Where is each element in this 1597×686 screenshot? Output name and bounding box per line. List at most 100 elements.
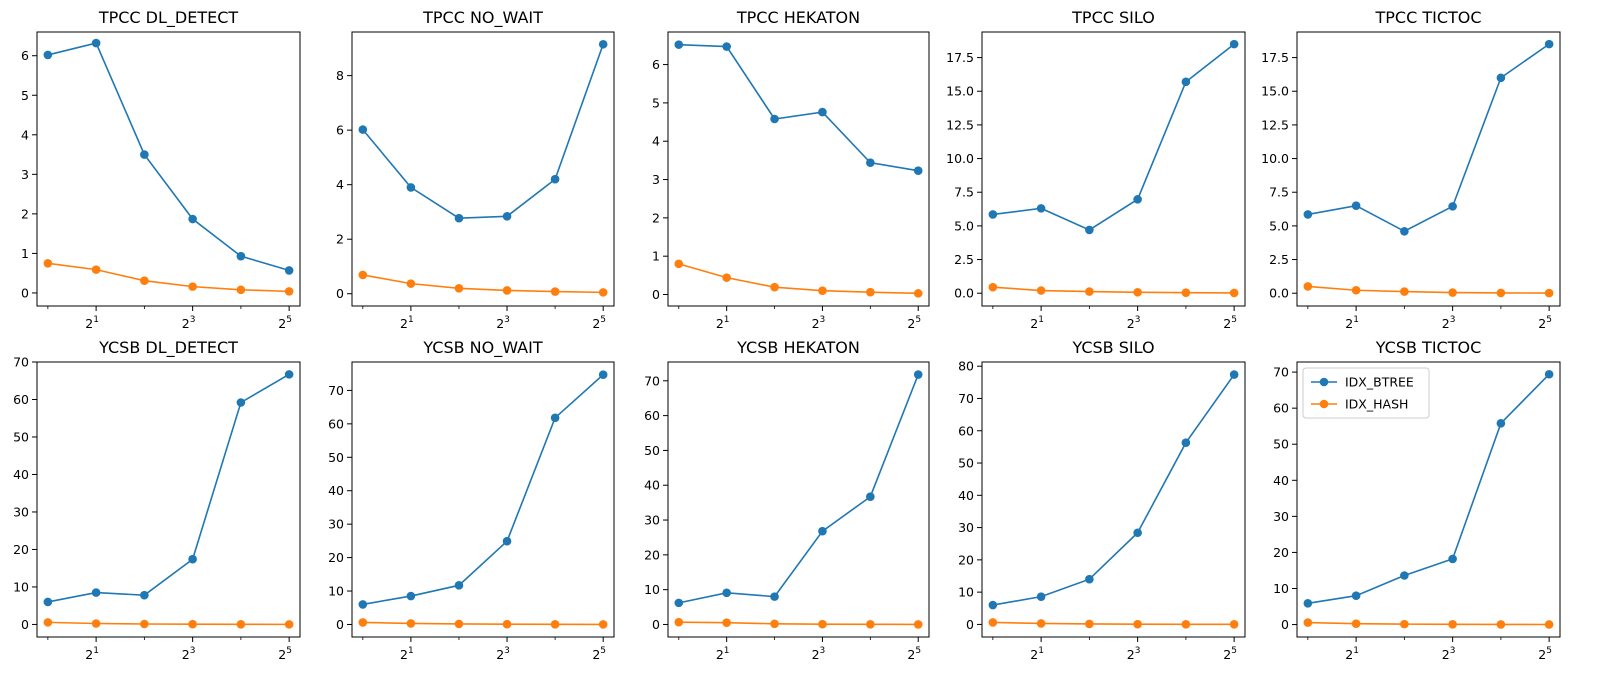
- series-idx-btree-point: [454, 213, 464, 223]
- series-idx-hash-point: [188, 282, 197, 291]
- legend-idx-hash-marker: [1319, 399, 1329, 409]
- series-idx-hash-point: [502, 619, 512, 629]
- axes-frame: [981, 361, 1246, 638]
- series-idx-btree-point: [1085, 574, 1094, 584]
- series-idx-hash-point: [818, 619, 827, 629]
- series-idx-btree-point: [1303, 598, 1313, 608]
- series-idx-hash-point: [454, 283, 464, 293]
- series-idx-hash-point: [91, 619, 101, 628]
- series-idx-hash-point: [1303, 282, 1313, 291]
- series-idx-hash-point: [674, 617, 684, 627]
- y-tick-label: 6: [652, 57, 660, 72]
- y-tick-label: 40: [328, 483, 344, 498]
- series-idx-hash-point: [1496, 288, 1506, 298]
- legend-idx-btree-label: IDX_BTREE: [1345, 375, 1414, 390]
- series-idx-hash-point: [1400, 287, 1409, 296]
- y-tick-label: 50: [644, 443, 660, 458]
- series-idx-hash-point: [913, 620, 923, 629]
- series-idx-btree-point: [188, 214, 197, 224]
- series-idx-btree-point: [818, 107, 827, 117]
- series-idx-btree-point: [1229, 39, 1239, 49]
- y-tick-label: 10: [328, 584, 344, 599]
- subplot-ycsb-hekaton: YCSB HEKATON 0 10 20 30 40 50 60 70 21 23 25: [644, 338, 930, 662]
- y-tick-label: 30: [644, 513, 660, 528]
- series-idx-btree-line: [678, 43, 919, 172]
- y-tick-label: 2: [336, 232, 344, 247]
- series-idx-hash-point: [284, 287, 294, 296]
- series-idx-hash-point: [770, 619, 779, 629]
- x-tick-label: 23: [1127, 646, 1141, 662]
- x-tick-label: 21: [1030, 646, 1044, 662]
- x-tick-label: 23: [496, 646, 510, 662]
- y-tick-label: 1: [21, 246, 29, 261]
- x-tick-label: 25: [907, 646, 921, 662]
- x-tick-label: 21: [400, 315, 414, 331]
- series-idx-hash-point: [818, 286, 827, 295]
- subplot-tpcc-no-wait: TPCC NO_WAIT 0 2 4 6 8 21 23 25: [336, 8, 615, 331]
- series-idx-btree-point: [550, 174, 560, 184]
- y-tick-label: 0: [1281, 617, 1289, 632]
- series-idx-hash-line: [992, 286, 1235, 294]
- series-idx-btree-point: [1400, 571, 1409, 580]
- y-tick-label: 30: [13, 504, 29, 519]
- series-idx-btree-point: [674, 40, 684, 49]
- axes-frame: [36, 361, 301, 638]
- subplot-title: YCSB DL_DETECT: [98, 338, 238, 358]
- y-tick-label: 1: [652, 249, 660, 264]
- series-idx-hash-point: [1448, 288, 1457, 297]
- y-tick-label: 15.0: [946, 84, 974, 99]
- series-idx-hash-point: [550, 620, 560, 629]
- y-tick-label: 50: [13, 429, 29, 444]
- series-idx-btree-point: [1303, 210, 1313, 219]
- series-idx-hash-point: [913, 289, 923, 298]
- series-idx-hash-line: [678, 621, 919, 626]
- y-tick-label: 4: [336, 177, 344, 192]
- y-tick-label: 60: [328, 416, 344, 431]
- y-tick-label: 4: [652, 134, 660, 149]
- y-tick-label: 70: [1273, 365, 1289, 380]
- series-idx-btree-point: [358, 600, 368, 609]
- y-tick-label: 20: [958, 552, 974, 567]
- series-idx-hash-line: [678, 263, 919, 295]
- subplot-title: TPCC NO_WAIT: [422, 8, 543, 28]
- subplot-tpcc-silo: TPCC SILO 0.0 2.5 5.0 7.5 10.0 12.5 15.0 17.5 21 2…: [946, 8, 1246, 331]
- series-idx-hash-point: [550, 287, 560, 296]
- series-idx-btree-point: [1133, 528, 1142, 538]
- series-idx-btree-point: [91, 38, 101, 48]
- series-idx-btree-line: [362, 44, 604, 220]
- series-idx-btree-point: [866, 158, 875, 167]
- y-tick-label: 70: [328, 383, 344, 398]
- y-tick-label: 3: [21, 167, 29, 182]
- series-idx-btree-point: [1496, 419, 1506, 428]
- series-idx-hash-point: [1400, 619, 1409, 629]
- series-idx-btree-point: [988, 600, 998, 610]
- y-tick-label: 5: [652, 95, 660, 110]
- series-idx-btree-point: [674, 598, 684, 608]
- y-tick-label: 12.5: [1261, 117, 1289, 132]
- x-tick-label: 21: [716, 646, 730, 662]
- series-idx-hash-point: [140, 619, 149, 629]
- y-tick-label: 20: [13, 542, 29, 557]
- series-idx-hash-point: [1085, 619, 1094, 629]
- y-tick-label: 50: [328, 450, 344, 465]
- axes-frame: [667, 361, 930, 638]
- y-tick-label: 5.0: [954, 218, 974, 233]
- axes-frame: [351, 31, 615, 307]
- y-tick-label: 60: [13, 392, 29, 407]
- x-tick-label: 25: [1538, 315, 1552, 331]
- series-idx-btree-point: [770, 592, 779, 601]
- series-idx-hash-point: [988, 282, 998, 292]
- series-idx-btree-point: [502, 212, 512, 221]
- series-idx-hash-point: [1229, 288, 1239, 298]
- y-tick-label: 0: [21, 285, 29, 300]
- y-tick-label: 70: [13, 355, 29, 370]
- legend-box: [1302, 367, 1430, 419]
- series-idx-hash-point: [43, 618, 53, 627]
- series-idx-btree-point: [913, 370, 923, 379]
- series-idx-btree-point: [284, 266, 294, 275]
- series-idx-btree-point: [284, 370, 294, 379]
- series-idx-hash-point: [598, 288, 608, 297]
- series-idx-hash-point: [722, 618, 731, 628]
